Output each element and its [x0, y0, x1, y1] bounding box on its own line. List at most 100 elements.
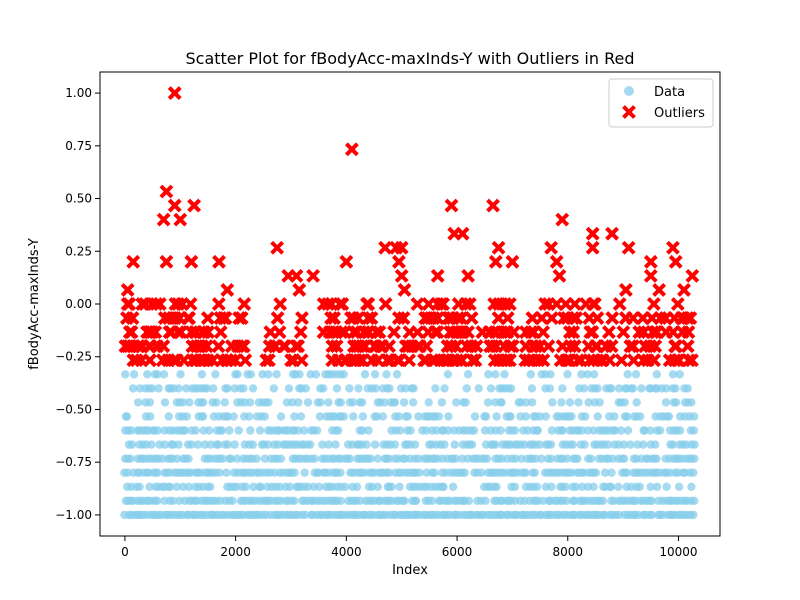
data-point-m0p8667	[571, 482, 581, 491]
data-point-m0p6	[364, 426, 373, 435]
outlier-point	[544, 311, 559, 325]
data-point-m0p4667	[671, 398, 681, 407]
data-point-m0p3333	[295, 370, 304, 379]
data-point-m0p6667	[626, 440, 635, 449]
data-point-m0p6	[444, 426, 453, 435]
outlier-point	[647, 353, 661, 368]
data-point-m0p4667	[661, 398, 671, 407]
data-point-m0p7333	[373, 454, 382, 463]
outlier-point	[295, 311, 309, 325]
data-point-m0p4667	[294, 398, 303, 407]
data-point-m0p4667	[687, 398, 696, 407]
data-point-m0p4	[558, 384, 567, 393]
data-point-m0p4667	[521, 398, 531, 407]
data-point-m0p8667	[165, 482, 175, 491]
data-point-m0p7333	[260, 454, 270, 463]
outlier-point	[327, 311, 342, 325]
data-point-m0p4	[202, 384, 212, 393]
data-point-m0p8667	[341, 482, 350, 491]
data-point-m0p3333	[246, 370, 256, 379]
outlier-point	[462, 297, 477, 311]
outlier-point	[648, 339, 663, 354]
legend-data-marker	[624, 86, 634, 96]
outlier-point	[667, 353, 682, 368]
outlier-point	[562, 325, 577, 340]
outlier-point	[458, 297, 473, 311]
data-point-m0p8667	[395, 482, 404, 491]
outlier-point	[486, 198, 500, 213]
data-point-m0p6667	[230, 440, 239, 449]
outlier-point	[604, 339, 619, 354]
outlier-point	[569, 311, 584, 325]
outlier-point	[329, 339, 344, 354]
data-point-m0p8	[600, 468, 610, 477]
data-point-m0p6	[623, 426, 633, 435]
outlier-point	[536, 325, 551, 340]
outlier-point	[505, 339, 520, 354]
outlier-point	[211, 339, 226, 354]
data-point-m0p5333	[223, 412, 232, 421]
data-point-m0p7333	[158, 454, 167, 463]
y-tick-label: 0.75	[65, 139, 92, 153]
outlier-point	[571, 353, 585, 368]
data-point-m0p7333	[345, 454, 354, 463]
outlier-point	[668, 254, 683, 269]
data-point-m0p4	[223, 384, 232, 393]
data-point-m0p4667	[461, 398, 470, 407]
outlier-point	[454, 311, 469, 325]
data-point-m0p6	[496, 426, 505, 435]
outlier-point	[538, 297, 553, 311]
data-point-m0p4	[606, 384, 616, 393]
outlier-point	[585, 325, 600, 340]
data-point-m0p7333	[690, 454, 699, 463]
outlier-point	[529, 339, 543, 354]
data-point-m0p4	[209, 384, 218, 393]
outlier-point	[502, 297, 517, 311]
outlier-point	[167, 198, 182, 213]
outlier-point	[351, 311, 366, 325]
data-point-m0p6	[547, 426, 557, 435]
outlier-point	[652, 283, 667, 297]
data-point-m0p4667	[409, 398, 418, 407]
data-point-m0p3333	[491, 370, 500, 379]
data-point-m0p6	[312, 426, 322, 435]
data-point-m0p5333	[434, 412, 444, 421]
outlier-point	[334, 325, 349, 340]
data-point-m1	[647, 510, 657, 520]
outlier-point	[587, 297, 602, 311]
data-point-m0p4667	[565, 398, 575, 407]
data-point-m0p9333	[400, 496, 409, 505]
data-point-m0p5333	[164, 412, 173, 421]
data-point-m0p6667	[619, 440, 628, 449]
data-point-m0p6667	[370, 440, 380, 449]
outlier-point	[339, 254, 354, 269]
data-point-m0p7333	[384, 454, 394, 463]
data-point-m0p7333	[276, 454, 286, 463]
chart-title: Scatter Plot for fBodyAcc-maxInds-Y with…	[186, 49, 635, 68]
data-point-m0p3333	[233, 370, 242, 379]
outlier-point	[602, 325, 616, 340]
data-point-m0p4	[371, 384, 380, 393]
data-point-m0p6	[191, 426, 200, 435]
outlier-point	[361, 311, 376, 325]
data-point-m0p8667	[285, 482, 294, 491]
data-point-m0p3333	[153, 370, 162, 379]
data-point-m0p8	[222, 468, 231, 477]
outlier-point	[502, 353, 517, 368]
outlier-point	[173, 212, 188, 227]
data-point-m0p6	[646, 426, 655, 435]
data-point-m0p8667	[606, 482, 616, 491]
outlier-point	[237, 297, 252, 311]
data-point-m0p5333	[581, 412, 590, 421]
data-point-m0p7333	[511, 454, 520, 463]
outlier-point	[289, 268, 304, 283]
data-point-m0p8667	[578, 482, 587, 491]
data-point-m0p5333	[622, 412, 632, 421]
outlier-point	[218, 311, 233, 325]
data-point-m0p8667	[510, 482, 520, 491]
data-point-m0p6667	[690, 440, 699, 449]
points-layer	[118, 86, 700, 520]
data-point-m0p5333	[610, 412, 619, 421]
data-point-m0p6	[616, 426, 626, 435]
data-point-m0p6	[469, 426, 479, 435]
